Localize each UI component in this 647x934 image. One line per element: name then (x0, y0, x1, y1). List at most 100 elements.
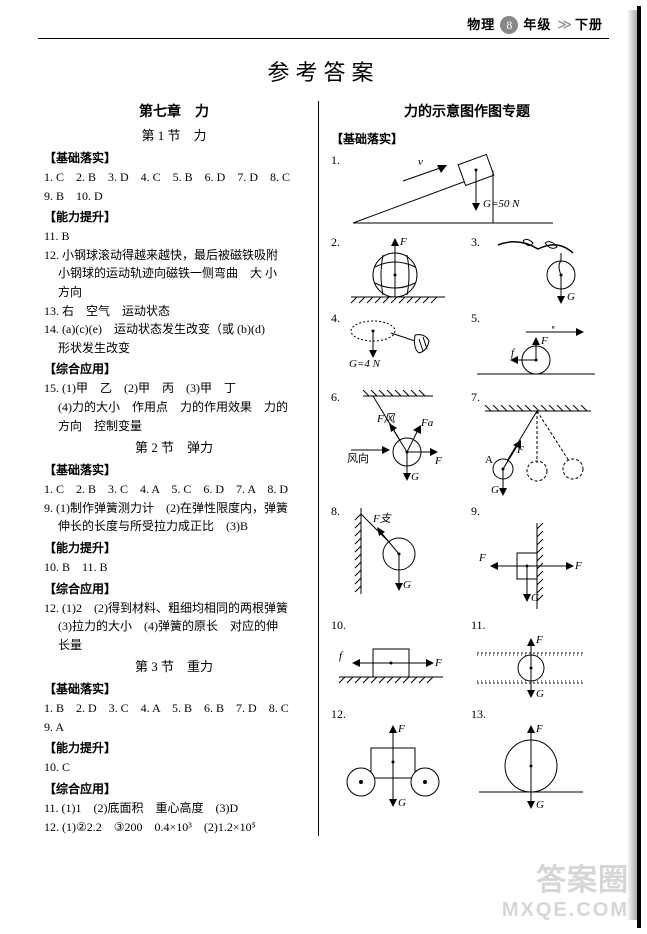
s2-comp-1c: 长量 (44, 636, 304, 655)
fig9-num: 9. (471, 504, 480, 519)
fig3-g-label: G (567, 291, 575, 303)
watermark-line1: 答案圈 (502, 855, 629, 899)
s1-tag-skill: 【能力提升】 (44, 205, 304, 227)
s2-tag-comp: 【综合应用】 (44, 577, 304, 599)
fig10-F-label: F (434, 657, 442, 669)
fig7-svg: A F G (471, 405, 601, 500)
fig10-svg: f F (331, 633, 451, 693)
columns: 第七章 力 第 1 节 力 【基础落实】 1. C 2. B 3. D 4. C… (0, 97, 647, 836)
s3-comp-1: 11. (1)1 (2)底面积 重心高度 (3)D (44, 799, 304, 818)
fig8-G-label: G (403, 579, 411, 591)
figrow-10-11: 10. f F 11. (331, 618, 603, 703)
fig5-F-label: F (540, 335, 548, 347)
fig13-G-label: G (536, 799, 544, 811)
s2-skill-1: 10. B 11. B (44, 558, 304, 577)
fig11: 11. F G (471, 618, 603, 703)
fig6-F-label: F (434, 455, 442, 467)
s3-skill-1: 10. C (44, 758, 304, 777)
figrow-2-3: 2. F 3. (331, 235, 603, 307)
fig6-Fa-label: Fa (420, 417, 434, 429)
fig1-svg: G=50 N v (343, 153, 563, 231)
fig7-F-label: F (516, 444, 524, 456)
fig4-num: 4. (331, 311, 340, 326)
fig6-wind-label: 风向 (347, 451, 369, 465)
s1-skill-2b: 小钢球的运动轨迹向磁铁一侧弯曲 大 小 (44, 264, 304, 283)
fig9-svg: F F G (471, 519, 601, 614)
fig12-G-label: G (398, 797, 406, 809)
s3-tag-comp: 【综合应用】 (44, 777, 304, 799)
chapter-title: 第七章 力 (44, 97, 304, 123)
main-title: 参考答案 (0, 41, 647, 97)
fig9-Fr-label: F (574, 560, 582, 572)
s1-tag-basic: 【基础落实】 (44, 146, 304, 168)
right-title: 力的示意图作图专题 (331, 97, 603, 127)
chevron-icon: ≫ (557, 18, 569, 33)
fig8-svg: F支 G (343, 504, 453, 599)
fig10: 10. f F (331, 618, 463, 703)
page-shadow (627, 10, 637, 920)
fig11-num: 11. (471, 618, 486, 633)
figrow-8-9: 8. F支 G 9. (331, 504, 603, 614)
fig2-num: 2. (331, 235, 340, 250)
figrow-12-13: 12. F G 13. (331, 707, 603, 812)
column-divider (318, 101, 319, 836)
s3-comp-2: 12. (1)②2.2 ③200 0.4×10³ (2)1.2×10⁵ (44, 818, 304, 837)
fig5-v-label: v (551, 326, 556, 332)
s1-comp-1b: (4)力的大小 作用点 力的作用效果 力的 (44, 398, 304, 417)
s1-comp-1: 15. (1)甲 乙 (2)甲 丙 (3)甲 丁 (44, 379, 304, 398)
fig13-F-label: F (535, 723, 543, 735)
s3-basic-1: 1. B 2. D 3. C 4. A 5. B 6. B 7. D 8. C (44, 699, 304, 718)
fig13: 13. F G (471, 707, 603, 812)
s1-skill-2: 12. 小钢球滚动得越来越快，最后被磁铁吸附 (44, 246, 304, 265)
s1-skill-2c: 方向 (44, 283, 304, 302)
section2-title: 第 2 节 弹力 (44, 435, 304, 458)
s1-skill-4: 14. (a)(c)(e) 运动状态发生改变（或 (b)(d) (44, 320, 304, 339)
fig3-svg: G (483, 235, 603, 307)
header-rule (38, 38, 609, 39)
fig7: 7. A F G (471, 390, 603, 500)
fig6-Fk-label: F风 (376, 413, 396, 425)
fig11-G-label: G (536, 688, 544, 700)
fig9-Fl-label: F (478, 552, 486, 564)
header-volume: 下册 (575, 17, 603, 32)
s1-tag-comp: 【综合应用】 (44, 357, 304, 379)
fig6: 6. F风 Fa F (331, 390, 463, 500)
s1-skill-3: 13. 右 空气 运动状态 (44, 302, 304, 321)
s2-comp-1: 12. (1)2 (2)得到材料、粗细均相同的两根弹簧 (44, 599, 304, 618)
page-border (637, 6, 641, 928)
fig5: 5. F f v (471, 311, 603, 386)
s2-basic-1: 1. C 2. B 3. C 4. A 5. C 6. D 7. A 8. D (44, 480, 304, 499)
fig1-num: 1. (331, 153, 340, 168)
s1-skill-1: 11. B (44, 227, 304, 246)
fig5-svg: F f v (471, 326, 601, 386)
figrow-4-5: 4. G=4 N 5. (331, 311, 603, 386)
fig5-num: 5. (471, 311, 480, 326)
fig5-f-label: f (511, 347, 516, 359)
s2-tag-skill: 【能力提升】 (44, 536, 304, 558)
header-grade-suffix: 年级 (523, 17, 551, 32)
section3-title: 第 3 节 重力 (44, 654, 304, 677)
fig12-num: 12. (331, 707, 346, 722)
fig12: 12. F G (331, 707, 463, 812)
s1-skill-4b: 形状发生改变 (44, 339, 304, 358)
s1-basic-1: 1. C 2. B 3. D 4. C 5. B 6. D 7. D 8. C (44, 168, 304, 187)
fig6-num: 6. (331, 390, 340, 405)
right-tag-basic: 【基础落实】 (331, 127, 603, 149)
fig8-num: 8. (331, 504, 340, 519)
fig8: 8. F支 G (331, 504, 463, 614)
fig9: 9. F F G (471, 504, 603, 614)
fig6-svg: F风 Fa F G 风向 (343, 390, 463, 485)
figrow-6-7: 6. F风 Fa F (331, 390, 603, 500)
fig1: 1. G=50 N v (331, 153, 603, 231)
fig3: 3. G (471, 235, 603, 307)
fig7-G-label: G (491, 484, 499, 496)
fig13-svg: F G (471, 722, 591, 812)
fig12-svg: F G (331, 722, 461, 812)
fig9-G-label: G (531, 592, 539, 604)
fig10-num: 10. (331, 618, 346, 633)
fig1-v-label: v (418, 156, 423, 168)
s1-comp-1c: 方向 控制变量 (44, 417, 304, 436)
fig4: 4. G=4 N (331, 311, 463, 386)
s2-comp-1b: (3)拉力的大小 (4)弹簧的原长 对应的伸 (44, 617, 304, 636)
s2-basic-2: 9. (1)制作弹簧测力计 (2)在弹性限度内，弹簧 (44, 499, 304, 518)
